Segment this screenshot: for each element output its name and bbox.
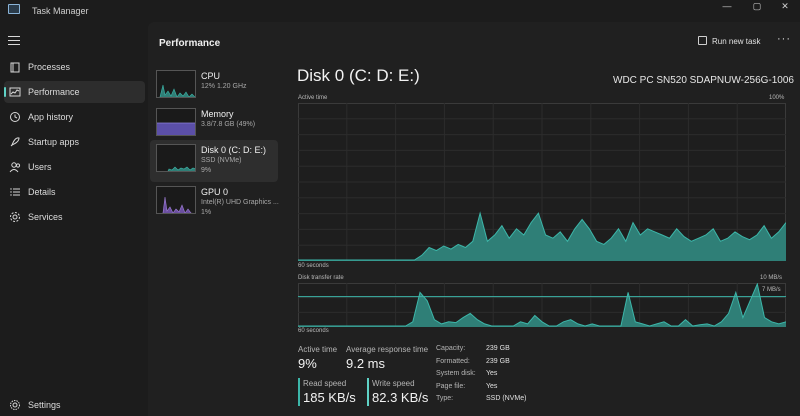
type-value: SSD (NVMe) bbox=[486, 395, 527, 402]
formatted-label: Formatted: bbox=[436, 358, 470, 365]
sidebar-item-label: Services bbox=[28, 212, 63, 222]
device-cpu[interactable]: CPU 12% 1.20 GHz bbox=[150, 66, 278, 108]
write-speed-indicator bbox=[367, 378, 369, 406]
main-panel: Performance Run new task ··· CPU 12% 1.2… bbox=[148, 22, 800, 416]
history-icon bbox=[10, 112, 20, 122]
memory-thumbnail bbox=[156, 108, 196, 136]
active-time-chart bbox=[298, 103, 786, 261]
active-indicator bbox=[4, 87, 6, 97]
settings-label: Settings bbox=[28, 400, 61, 410]
run-task-icon bbox=[698, 36, 707, 45]
sidebar-item-details[interactable]: Details bbox=[4, 181, 145, 203]
write-speed-value: 82.3 KB/s bbox=[372, 390, 429, 405]
read-speed-value: 185 KB/s bbox=[303, 390, 356, 405]
app-title: Task Manager bbox=[32, 6, 89, 16]
data-area bbox=[298, 213, 786, 261]
device-name: GPU 0 bbox=[201, 187, 229, 197]
users-icon bbox=[9, 162, 21, 173]
response-time-label: Average response time bbox=[346, 345, 429, 354]
device-subtext: 3.8/7.8 GB (49%) bbox=[201, 121, 256, 128]
run-new-task-label: Run new task bbox=[712, 37, 761, 46]
sidebar-item-label: Users bbox=[28, 162, 52, 172]
transfer-rate-chart bbox=[298, 283, 786, 327]
run-new-task-button[interactable]: Run new task bbox=[698, 36, 760, 46]
device-usage: 9% bbox=[201, 167, 212, 174]
transfer-rate-max-label: 10 MB/s bbox=[760, 275, 783, 281]
sidebar-item-label: App history bbox=[28, 112, 74, 122]
device-usage: 1% bbox=[201, 209, 212, 216]
formatted-value: 239 GB bbox=[486, 358, 510, 365]
sidebar-item-settings[interactable]: Settings bbox=[4, 394, 145, 416]
sidebar-item-label: Processes bbox=[28, 62, 71, 72]
system-disk-value: Yes bbox=[486, 370, 498, 377]
response-time-value: 9.2 ms bbox=[346, 356, 386, 371]
device-gpu-0[interactable]: GPU 0 Intel(R) UHD Graphics ... 1% bbox=[150, 182, 279, 224]
active-time-chart-label: Active time bbox=[298, 95, 328, 101]
device-memory[interactable]: Memory 3.8/7.8 GB (49%) bbox=[150, 104, 278, 146]
services-icon bbox=[10, 212, 20, 222]
page-file-label: Page file: bbox=[436, 383, 466, 390]
gear-icon bbox=[10, 400, 20, 410]
sidebar-item-label: Performance bbox=[28, 87, 80, 97]
device-subtext: Intel(R) UHD Graphics ... bbox=[201, 199, 279, 206]
active-time-value: 9% bbox=[298, 356, 317, 371]
read-speed-label: Read speed bbox=[303, 379, 347, 388]
sidebar: Processes Performance App history Startu… bbox=[0, 22, 148, 416]
sidebar-item-services[interactable]: Services bbox=[4, 206, 145, 228]
sidebar-item-processes[interactable]: Processes bbox=[4, 56, 145, 78]
cpu-thumbnail bbox=[156, 70, 196, 98]
read-speed-indicator bbox=[298, 378, 300, 406]
device-name: Memory bbox=[201, 109, 234, 119]
active-time-max-label: 100% bbox=[769, 95, 785, 101]
processes-icon bbox=[10, 62, 20, 73]
minimize-button[interactable]: — bbox=[722, 1, 732, 11]
device-subtext: SSD (NVMe) bbox=[201, 157, 242, 164]
page-file-value: Yes bbox=[486, 383, 498, 390]
system-disk-label: System disk: bbox=[436, 370, 476, 377]
active-time-duration-label: 60 seconds bbox=[298, 263, 329, 269]
page-title: Performance bbox=[159, 38, 221, 49]
device-disk-0[interactable]: Disk 0 (C: D: E:) SSD (NVMe) 9% bbox=[150, 140, 278, 182]
gpu-thumbnail bbox=[156, 186, 196, 214]
task-manager-icon bbox=[8, 4, 20, 14]
sidebar-item-users[interactable]: Users bbox=[4, 156, 145, 178]
transfer-rate-duration-label: 60 seconds bbox=[298, 328, 329, 334]
active-time-label: Active time bbox=[298, 345, 338, 354]
startup-icon bbox=[10, 137, 20, 147]
close-button[interactable]: ✕ bbox=[781, 1, 789, 11]
sidebar-item-label: Details bbox=[28, 187, 56, 197]
capacity-value: 239 GB bbox=[486, 345, 510, 352]
write-speed-label: Write speed bbox=[372, 379, 415, 388]
transfer-rate-chart-label: Disk transfer rate bbox=[298, 275, 344, 281]
data-line bbox=[298, 283, 786, 327]
transfer-rate-line-label: 7 MB/s bbox=[762, 287, 781, 293]
disk-model: WDC PC SN520 SDAPNUW-256G-1006 bbox=[613, 75, 794, 86]
sidebar-item-performance[interactable]: Performance bbox=[4, 81, 145, 103]
device-subtext: 12% 1.20 GHz bbox=[201, 83, 247, 90]
capacity-label: Capacity: bbox=[436, 345, 466, 352]
performance-icon bbox=[9, 87, 21, 97]
sidebar-item-startup-apps[interactable]: Startup apps bbox=[4, 131, 145, 153]
sidebar-item-app-history[interactable]: App history bbox=[4, 106, 145, 128]
device-name: CPU bbox=[201, 71, 221, 81]
hamburger-menu-icon[interactable] bbox=[8, 36, 20, 46]
title-bar: Task Manager — ▢ ✕ bbox=[0, 0, 800, 22]
data-line bbox=[298, 211, 786, 261]
disk-title: Disk 0 (C: D: E:) bbox=[297, 66, 420, 85]
disk-thumbnail bbox=[156, 144, 196, 172]
device-name: Disk 0 (C: D: E:) bbox=[201, 145, 267, 155]
details-icon bbox=[10, 188, 20, 196]
type-label: Type: bbox=[436, 395, 454, 402]
data-area bbox=[298, 284, 786, 327]
more-options-button[interactable]: ··· bbox=[777, 33, 791, 45]
maximize-button[interactable]: ▢ bbox=[752, 1, 762, 11]
sidebar-item-label: Startup apps bbox=[28, 137, 80, 147]
